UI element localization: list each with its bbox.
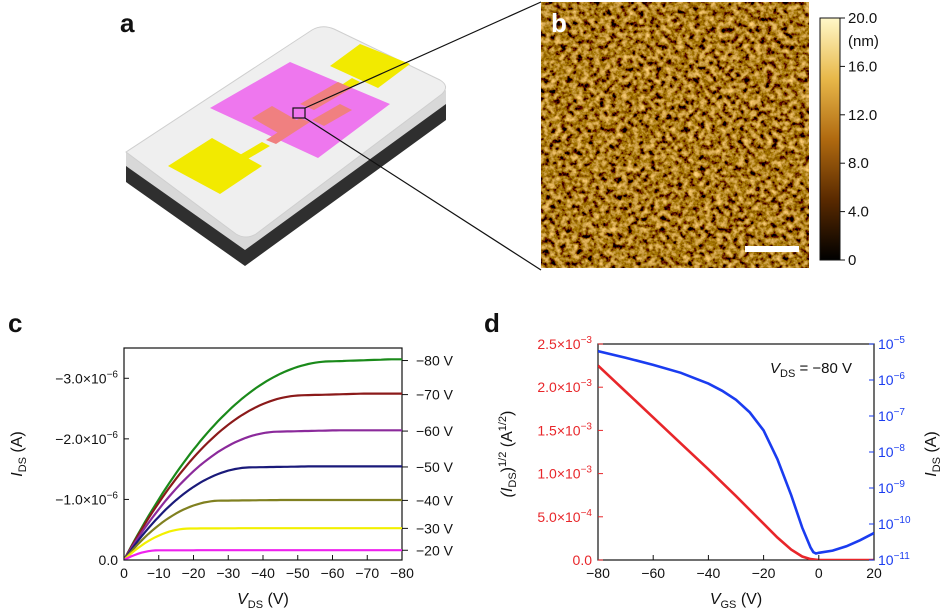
drain-finger <box>300 82 352 110</box>
y-tick-label-d-left: 1.5×10−3 <box>537 421 592 438</box>
output-curve <box>124 358 402 560</box>
output-curve <box>124 465 402 560</box>
y-tick-label-d-left: 2.5×10−3 <box>537 335 592 352</box>
colorbar-unit: (nm) <box>848 33 879 50</box>
x-tick-label-d: 20 <box>866 565 882 581</box>
x-tick-label-c: −60 <box>321 565 345 581</box>
drain-finger-2 <box>312 104 352 126</box>
device-schematic <box>125 1 542 271</box>
curve-label: −20 V <box>416 542 454 558</box>
zoom-line-top <box>304 1 542 109</box>
curve-label: −30 V <box>416 520 454 536</box>
y-axis-title-c: IDS (A) <box>9 431 29 477</box>
y-tick-label-d-right: 10−8 <box>878 443 905 460</box>
y-tick-label-c: −1.0×10−6 <box>55 490 118 507</box>
drain-pad <box>330 44 410 88</box>
x-tick-label-c: −70 <box>355 565 379 581</box>
colorbar-tick-label: 4.0 <box>848 204 869 221</box>
colorbar-tick-label: 12.0 <box>848 107 877 124</box>
output-curve <box>124 498 402 560</box>
afm-image <box>541 2 809 268</box>
y-tick-label-d-left: 5.0×10−4 <box>537 508 592 525</box>
x-axis-title-d: VGS (V) <box>710 591 762 611</box>
y-tick-label-d-right: 10−6 <box>878 371 905 388</box>
y-tick-label-c: −3.0×10−6 <box>55 369 118 386</box>
colorbar-tick-label: 20.0 <box>848 10 877 27</box>
scale-bar <box>745 246 799 252</box>
y-tick-label-d-right: 10−10 <box>878 515 911 532</box>
x-tick-label-d: −40 <box>697 565 721 581</box>
source-pad <box>168 138 262 194</box>
curve-label: −40 V <box>416 492 454 508</box>
y-tick-label-c: 0.0 <box>99 552 119 568</box>
y-tick-label-d-right: 10−5 <box>878 335 905 352</box>
x-tick-label-c: −10 <box>147 565 171 581</box>
y-tick-label-d-left: 0.0 <box>573 552 593 568</box>
zoom-box <box>292 107 306 119</box>
output-curve <box>124 549 402 560</box>
panel-label-b: b <box>551 8 567 38</box>
curve-label: −70 V <box>416 387 454 403</box>
x-tick-label-c: −20 <box>182 565 206 581</box>
x-tick-label-c: −50 <box>286 565 310 581</box>
x-axis-title-c: VDS (V) <box>237 591 289 611</box>
output-curve <box>124 527 402 560</box>
x-tick-label-c: −30 <box>216 565 240 581</box>
y-tick-label-d-left: 2.0×10−3 <box>537 378 592 395</box>
x-tick-label-c: −40 <box>251 565 275 581</box>
y-tick-label-d-left: 1.0×10−3 <box>537 465 592 482</box>
y-axis-title-d-left: (IDS)1/2 (A1/2) <box>497 411 519 498</box>
substrate-side <box>126 98 446 266</box>
transfer-chart: −80 −60 −40 −20 0 20 0.0 5.0×10−4 1.0×10−3 1.5×1… <box>497 335 943 611</box>
colorbar: 20.0 16.0 12.0 8.0 4.0 0 (nm) <box>819 10 879 269</box>
sqrt-ids-curve <box>598 364 874 560</box>
output-chart: 0 −10 −20 −30 −40 −50 −60 −70 −80 0.0 −1.0×10−6 −2… <box>9 347 454 611</box>
vds-annotation: VDS = −80 V <box>770 360 852 380</box>
curve-label: −50 V <box>416 459 454 475</box>
colorbar-tick-label: 0 <box>848 252 856 269</box>
colorbar-tick-label: 16.0 <box>848 58 877 75</box>
y-axis-title-d-right: IDS (A) <box>923 431 943 477</box>
x-tick-label-c: 0 <box>120 565 128 581</box>
log-ids-curve <box>598 349 874 555</box>
x-tick-label-d: 0 <box>815 565 823 581</box>
y-tick-label-d-right: 10−11 <box>878 551 910 568</box>
panel-label-d: d <box>484 308 500 338</box>
output-curve <box>124 392 402 560</box>
curve-label: −80 V <box>416 353 454 369</box>
y-tick-label-d-right: 10−7 <box>878 407 905 424</box>
source-finger-2 <box>266 118 310 144</box>
x-tick-label-c: −80 <box>390 565 414 581</box>
panel-label-a: a <box>120 8 135 38</box>
x-tick-label-d: −80 <box>586 565 610 581</box>
y-tick-label-d-right: 10−9 <box>878 479 905 496</box>
x-tick-label-d: −20 <box>752 565 776 581</box>
y-tick-label-c: −2.0×10−6 <box>55 430 118 447</box>
colorbar-tick-label: 8.0 <box>848 155 869 172</box>
zoom-line-bottom <box>304 117 542 271</box>
curve-label: −60 V <box>416 423 454 439</box>
x-tick-label-d: −60 <box>641 565 665 581</box>
source-lead <box>238 142 270 160</box>
output-curve <box>124 429 402 560</box>
panel-label-c: c <box>8 308 22 338</box>
